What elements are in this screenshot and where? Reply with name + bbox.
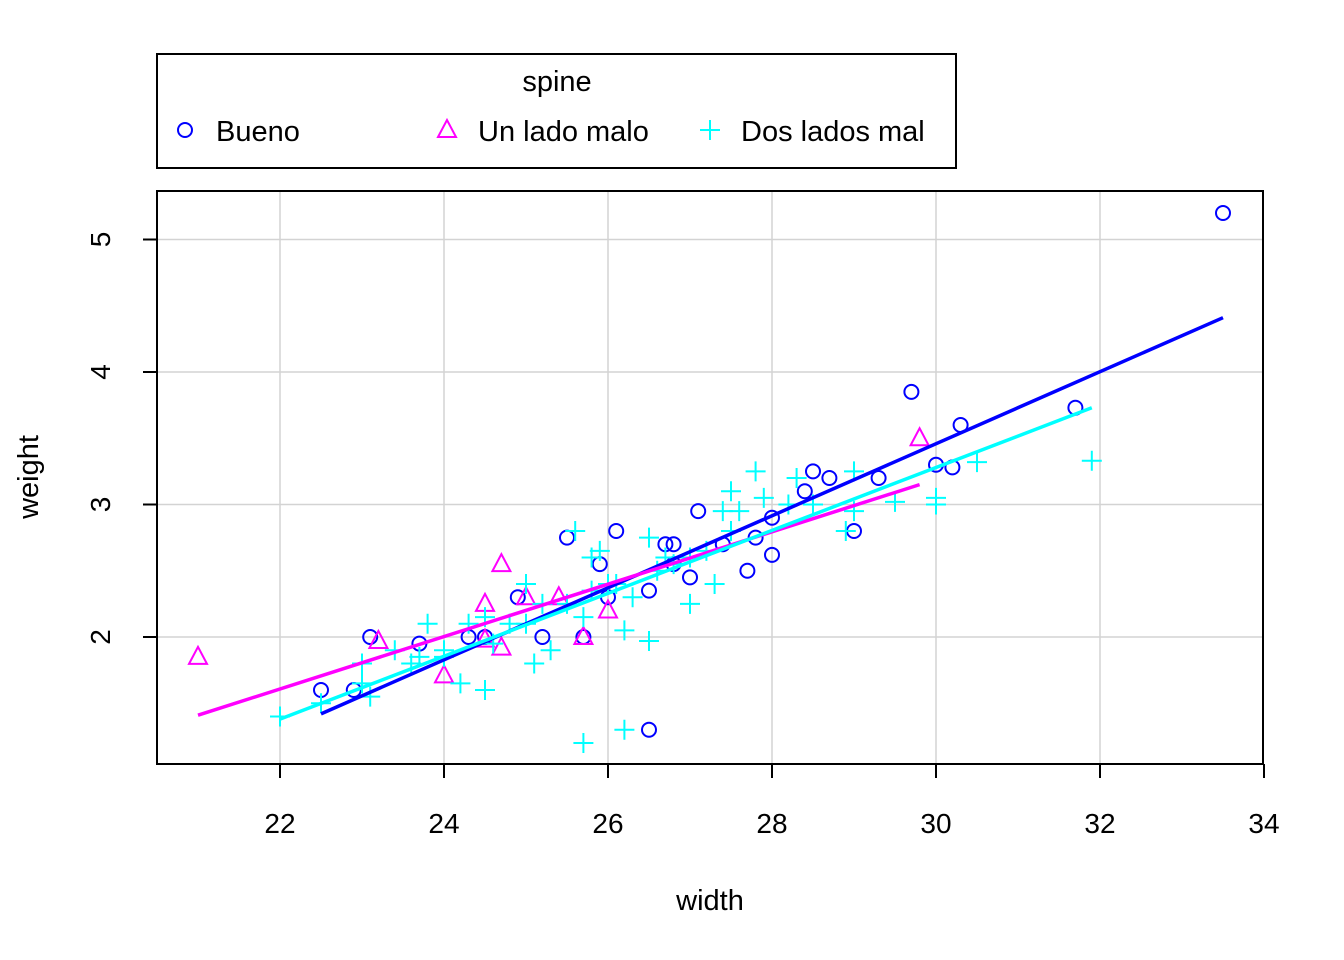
legend-entry: Un lado malo xyxy=(478,116,649,148)
x-axis: 22 24 26 28 30 32 34 xyxy=(264,763,1280,839)
data-point xyxy=(786,468,807,488)
data-point xyxy=(516,574,536,594)
x-tick-label: 24 xyxy=(428,808,459,839)
data-point xyxy=(187,644,209,665)
data-point xyxy=(796,483,813,500)
y-tick-label: 3 xyxy=(85,497,116,513)
data-point xyxy=(534,629,551,645)
data-point xyxy=(1081,450,1102,471)
legend-entry: Bueno xyxy=(216,116,300,148)
x-tick-label: 26 xyxy=(592,808,623,839)
data-point xyxy=(362,629,379,645)
data-point xyxy=(565,521,586,541)
data-point xyxy=(641,721,657,738)
data-point xyxy=(409,646,430,667)
data-point xyxy=(805,463,821,480)
data-point xyxy=(967,452,987,473)
legend-marker xyxy=(436,117,458,138)
data-point xyxy=(885,491,905,512)
fit-line xyxy=(197,482,921,717)
data-point xyxy=(450,673,471,694)
data-point xyxy=(622,587,643,608)
legend-marker xyxy=(177,122,193,138)
data-point xyxy=(903,383,920,400)
data-point xyxy=(597,598,619,619)
grid-lines xyxy=(157,191,1263,764)
data-point xyxy=(614,719,635,740)
data-point xyxy=(573,733,594,753)
data-point xyxy=(417,613,438,634)
fit-line xyxy=(320,316,1224,716)
data-point xyxy=(764,546,780,563)
y-tick-label: 4 xyxy=(85,364,116,380)
data-point xyxy=(690,503,707,520)
y-tick-label: 5 xyxy=(85,232,116,248)
data-point xyxy=(540,640,561,661)
x-tick-label: 22 xyxy=(264,808,295,839)
data-point xyxy=(608,523,625,539)
data-point xyxy=(745,461,766,482)
fit-line xyxy=(279,406,1093,721)
data-point xyxy=(908,426,931,447)
series-plus xyxy=(270,450,1102,753)
x-tick-label: 28 xyxy=(756,808,787,839)
data-point xyxy=(665,536,682,553)
data-point xyxy=(639,630,659,651)
legend: spine Bueno Un lado malo Dos lados mal xyxy=(156,53,957,169)
data-point xyxy=(573,607,594,628)
legend-entry: Dos lados mal xyxy=(741,116,925,148)
data-point xyxy=(753,487,774,508)
data-point xyxy=(433,663,455,684)
y-tick-label: 2 xyxy=(85,629,116,645)
data-point xyxy=(614,620,635,641)
data-point xyxy=(367,628,390,649)
data-point xyxy=(572,624,595,645)
data-point xyxy=(589,540,610,561)
legend-box xyxy=(156,53,957,169)
x-axis-label: width xyxy=(675,885,744,917)
data-point xyxy=(641,582,657,599)
data-point xyxy=(870,470,887,486)
data-point xyxy=(821,470,838,486)
legend-title: spine xyxy=(522,66,591,98)
data-point xyxy=(475,680,495,700)
series-triangle xyxy=(187,426,931,684)
plot-frame xyxy=(156,190,1264,765)
data-point xyxy=(680,593,700,614)
regression-lines xyxy=(197,316,1224,721)
data-points xyxy=(187,205,1231,753)
data-point xyxy=(926,487,946,508)
legend-marker xyxy=(700,120,720,140)
y-axis-label: weight xyxy=(13,435,45,520)
legend-items: Bueno Un lado malo Dos lados mal xyxy=(177,116,925,148)
data-point xyxy=(835,521,856,541)
data-point xyxy=(704,574,725,594)
x-tick-label: 34 xyxy=(1248,808,1279,839)
data-point xyxy=(639,527,659,548)
data-point xyxy=(729,501,750,522)
x-tick-label: 32 xyxy=(1084,808,1115,839)
data-point xyxy=(721,481,741,502)
data-point xyxy=(559,529,575,546)
data-point xyxy=(524,653,545,674)
data-point xyxy=(490,551,513,573)
data-point xyxy=(1215,205,1231,221)
data-point xyxy=(515,585,537,606)
x-tick-label: 30 xyxy=(920,808,951,839)
data-point xyxy=(739,562,756,579)
data-point xyxy=(490,635,513,656)
y-axis: 2 3 4 5 xyxy=(85,232,158,645)
data-point xyxy=(682,569,698,586)
